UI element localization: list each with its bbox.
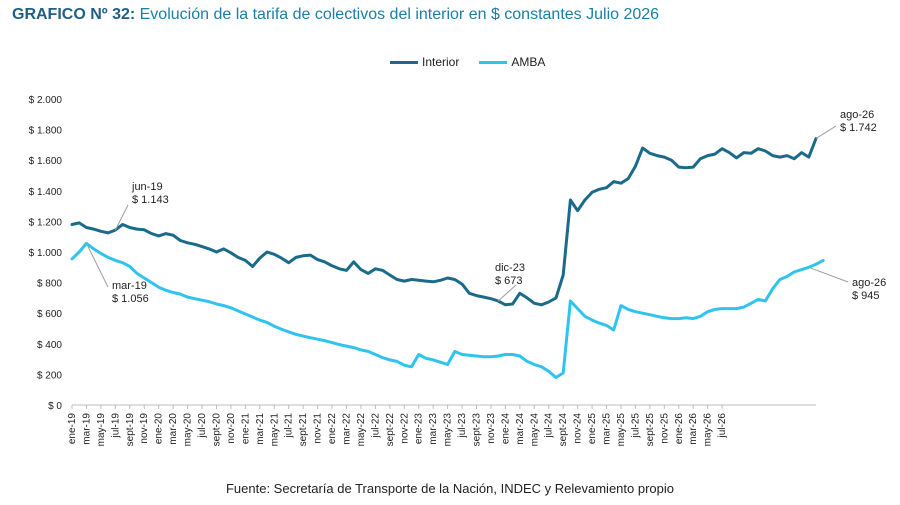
- x-tick-label: sept-22: [385, 413, 396, 447]
- legend-item-amba: AMBA: [479, 55, 545, 69]
- x-tick-label: sept-20: [211, 413, 222, 447]
- x-tick-label: mar-26: [688, 413, 699, 445]
- legend: Interior AMBA: [390, 55, 559, 69]
- annotation-value: $ 945: [852, 290, 880, 302]
- x-tick-label: ene-23: [414, 413, 425, 445]
- x-tick-label: sept-23: [472, 413, 483, 447]
- annotation-label: ago-26: [852, 277, 886, 289]
- x-tick-label: may-20: [183, 413, 194, 447]
- x-tick-label: may-25: [616, 413, 627, 447]
- x-tick-label: sept-21: [298, 413, 309, 447]
- chart-title: GRAFICO Nº 32: Evolución de la tarifa de…: [12, 6, 659, 24]
- annotation-value: $ 1.056: [112, 293, 149, 305]
- x-tick-label: sept-24: [558, 413, 569, 447]
- x-tick-label: ene-19: [67, 413, 78, 445]
- x-tick-label: mar-23: [428, 413, 439, 445]
- x-tick-label: mar-21: [255, 413, 266, 445]
- line-chart: $ 0 $ 200 $ 400 $ 600 $ 800 $ 1.000 $ 1.200 $ 1…: [29, 95, 887, 447]
- annotation-label: dic-23: [495, 262, 525, 274]
- annotation-value: $ 1.742: [840, 122, 877, 134]
- x-tick-label: may-24: [529, 413, 540, 447]
- legend-label-amba: AMBA: [511, 55, 546, 69]
- annotation-label: mar-19: [112, 280, 147, 292]
- legend-item-interior: Interior: [390, 55, 459, 69]
- x-tick-label: ene-20: [154, 413, 165, 445]
- y-tick-label: $ 1.600: [29, 156, 63, 167]
- chart-title-lead: GRAFICO Nº 32:: [12, 6, 136, 23]
- x-tick-label: ene-21: [240, 413, 251, 445]
- annotation-leader: [114, 204, 129, 231]
- source-note: Fuente: Secretaría de Transporte de la N…: [225, 481, 674, 496]
- y-tick-label: $ 800: [37, 279, 62, 290]
- x-tick-label: may-22: [356, 413, 367, 447]
- chart-title-text: Evolución de la tarifa de colectivos del…: [135, 6, 660, 23]
- series-line-amba: [70, 241, 825, 379]
- x-tick-label: nov-21: [313, 413, 324, 444]
- x-tick-label: jul-19: [110, 413, 121, 439]
- x-tick-label: may-26: [703, 413, 714, 447]
- y-tick-label: $ 0: [48, 401, 62, 412]
- annotation-label: jun-19: [131, 181, 163, 193]
- x-tick-label: mar-25: [602, 413, 613, 445]
- x-tick-label: ene-22: [327, 413, 338, 445]
- x-tick-label: jul-21: [284, 413, 295, 439]
- x-tick-label: sept-25: [645, 413, 656, 447]
- x-tick-label: nov-20: [226, 413, 237, 444]
- y-tick-label: $ 200: [37, 370, 62, 381]
- annotation-leader: [808, 266, 849, 283]
- x-tick-label: ene-24: [500, 413, 511, 445]
- annotation-leader: [497, 284, 517, 302]
- y-tick-label: $ 1.200: [29, 217, 63, 228]
- legend-label-interior: Interior: [422, 55, 460, 69]
- x-tick-label: nov-23: [486, 413, 497, 444]
- x-tick-label: sept-19: [125, 413, 136, 447]
- x-tick-label: nov-22: [399, 413, 410, 444]
- y-tick-label: $ 1.800: [29, 126, 63, 137]
- x-tick-label: ene-25: [587, 413, 598, 445]
- legend-swatch-amba: [479, 60, 508, 64]
- x-tick-label: may-23: [443, 413, 454, 447]
- y-tick-label: $ 1.000: [29, 248, 63, 259]
- y-tick-label: $ 2.000: [29, 95, 63, 106]
- x-tick-label: jul-26: [717, 413, 728, 439]
- x-tick-label: mar-22: [341, 413, 352, 445]
- x-tick-label: jul-24: [544, 413, 555, 439]
- y-tick-label: $ 600: [37, 309, 62, 320]
- x-tick-label: jul-22: [370, 413, 381, 439]
- x-tick-label: may-21: [269, 413, 280, 447]
- y-tick-label: $ 1.400: [29, 187, 63, 198]
- annotation-value: $ 1.143: [132, 194, 169, 206]
- x-tick-label: nov-19: [139, 413, 150, 444]
- series-line-interior: [70, 137, 818, 307]
- x-tick-label: mar-24: [515, 413, 526, 445]
- legend-swatch-interior: [390, 60, 418, 64]
- x-tick-label: ene-26: [674, 413, 685, 445]
- x-tick-label: may-19: [96, 413, 107, 447]
- annotation-leader: [85, 243, 109, 288]
- annotation-leader: [815, 125, 837, 139]
- annotation-label: ago-26: [840, 109, 874, 121]
- x-tick-label: nov-25: [659, 413, 670, 444]
- x-tick-label: jul-25: [630, 413, 641, 439]
- x-tick-label: jul-20: [197, 413, 208, 439]
- x-tick-label: mar-19: [81, 413, 92, 445]
- y-tick-label: $ 400: [37, 340, 62, 351]
- x-tick-label: jul-23: [457, 413, 468, 439]
- x-tick-label: mar-20: [168, 413, 179, 445]
- x-tick-label: nov-24: [573, 413, 584, 444]
- annotation-value: $ 673: [495, 275, 523, 287]
